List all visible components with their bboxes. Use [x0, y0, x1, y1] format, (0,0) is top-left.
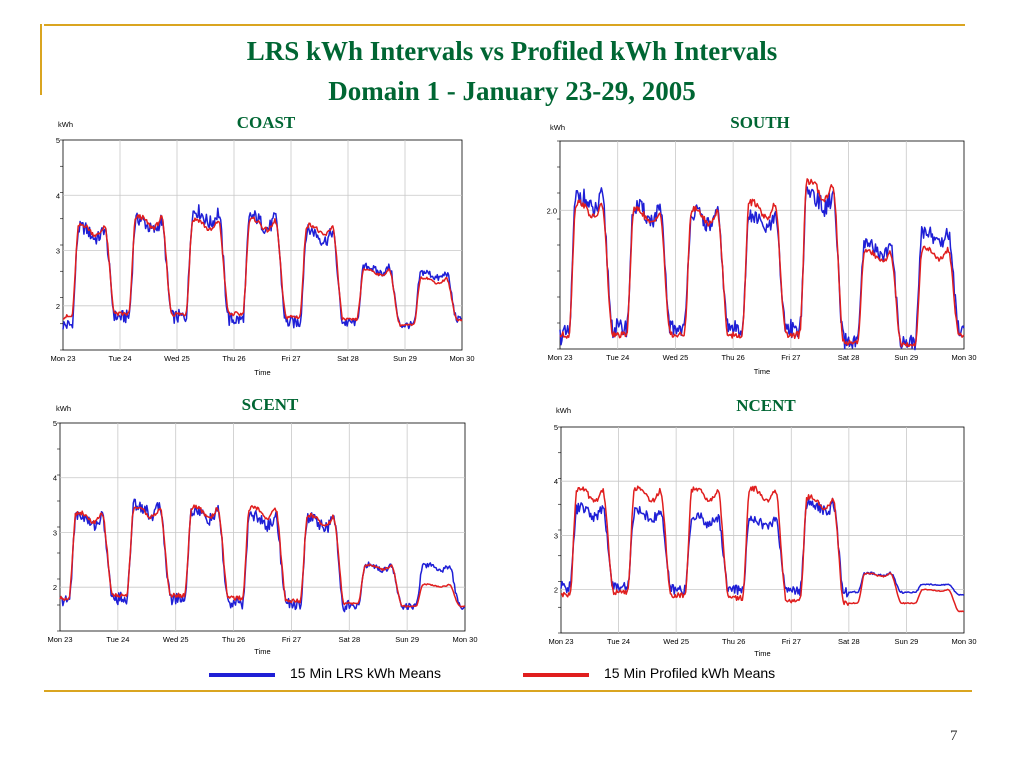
chart-south: Mon 23 Tue 24 Wed 25 Thu 26 Fri 27 Sat 28 Sun …: [547, 113, 977, 376]
chart-title: COAST: [237, 113, 296, 132]
y-tick-label: 2.0: [547, 206, 557, 215]
x-tick-label: Tue 24: [607, 637, 630, 646]
x-tick-label: Wed 25: [663, 353, 689, 362]
x-tick-label: Sun 29: [395, 635, 419, 644]
y-tick-label: 2: [554, 586, 558, 595]
x-axis-label: Time: [254, 647, 270, 656]
y-tick-label: 3: [554, 531, 558, 540]
chart-ncent: Mon 23 Tue 24 Wed 25 Thu 26 Fri 27 Sat 28 Sun …: [548, 396, 976, 658]
y-axis-label: kWh: [56, 404, 71, 413]
x-tick-label: Fri 27: [782, 637, 801, 646]
x-tick-label: Thu 26: [222, 354, 245, 363]
y-tick-label: 5: [554, 423, 558, 432]
x-tick-label: Thu 26: [721, 353, 744, 362]
plot-area: [559, 140, 965, 350]
x-tick-label: Wed 25: [663, 637, 689, 646]
x-tick-label: Fri 27: [282, 635, 301, 644]
x-axis-label: Time: [754, 367, 770, 376]
y-tick-label: 2: [56, 302, 60, 311]
y-tick-label: 5: [56, 136, 60, 145]
series-line-profiled: [59, 504, 466, 608]
y-tick-label: 5: [53, 419, 57, 428]
y-axis-label: kWh: [550, 123, 565, 132]
y-tick-label: 4: [554, 477, 558, 486]
frame-left-rule: [40, 24, 42, 95]
x-tick-label: Fri 27: [281, 354, 300, 363]
chart-coast: Mon 23 Tue 24 Wed 25 Thu 26 Fri 27 Sat 28 Sun …: [50, 113, 474, 377]
plot-area: [560, 426, 965, 634]
legend-profiled-swatch: [523, 673, 589, 677]
x-tick-label: Wed 25: [164, 354, 190, 363]
legend-lrs-label: 15 Min LRS kWh Means: [290, 665, 441, 681]
chart-scent: Mon 23 Tue 24 Wed 25 Thu 26 Fri 27 Sat 28 Sun …: [47, 395, 477, 656]
x-tick-label: Mon 30: [452, 635, 477, 644]
x-tick-label: Mon 23: [547, 353, 572, 362]
x-tick-label: Sun 29: [393, 354, 417, 363]
chart-title: NCENT: [736, 396, 796, 415]
slide-subtitle: Domain 1 - January 23-29, 2005: [328, 76, 696, 106]
x-tick-label: Mon 30: [449, 354, 474, 363]
x-tick-label: Sat 28: [337, 354, 359, 363]
chart-title: SOUTH: [730, 113, 790, 132]
x-tick-label: Thu 26: [722, 637, 745, 646]
x-tick-label: Mon 30: [951, 353, 976, 362]
x-tick-label: Tue 24: [106, 635, 129, 644]
x-axis-label: Time: [754, 649, 770, 658]
page-number: 7: [950, 728, 958, 744]
chart-title: SCENT: [242, 395, 299, 414]
series-line-profiled: [559, 178, 965, 348]
y-tick-label: 4: [56, 191, 60, 200]
x-tick-label: Tue 24: [108, 354, 131, 363]
x-tick-label: Sat 28: [838, 353, 860, 362]
x-tick-label: Thu 26: [222, 635, 245, 644]
slide-title: LRS kWh Intervals vs Profiled kWh Interv…: [246, 36, 778, 66]
x-tick-label: Mon 23: [50, 354, 75, 363]
y-tick-label: 2: [53, 583, 57, 592]
x-axis-label: Time: [254, 368, 270, 377]
x-tick-label: Mon 23: [548, 637, 573, 646]
x-tick-label: Mon 23: [47, 635, 72, 644]
series-line-profiled: [62, 214, 463, 327]
x-tick-label: Sat 28: [838, 637, 860, 646]
x-tick-label: Sun 29: [894, 353, 918, 362]
y-tick-label: 3: [56, 247, 60, 256]
x-tick-label: Wed 25: [163, 635, 189, 644]
y-tick-label: 4: [53, 474, 57, 483]
x-tick-label: Tue 24: [606, 353, 629, 362]
series-line-profiled: [560, 485, 965, 613]
y-axis-label: kWh: [556, 406, 571, 415]
x-tick-label: Sun 29: [895, 637, 919, 646]
frame-top-rule: [44, 24, 965, 26]
x-tick-label: Fri 27: [781, 353, 800, 362]
y-tick-label: 3: [53, 528, 57, 537]
frame-bottom-rule: [44, 690, 972, 692]
x-tick-label: Sat 28: [338, 635, 360, 644]
y-axis-label: kWh: [58, 120, 73, 129]
legend-lrs-swatch: [209, 673, 275, 677]
x-tick-label: Mon 30: [951, 637, 976, 646]
plot-area: [59, 422, 466, 632]
legend-profiled-label: 15 Min Profiled kWh Means: [604, 665, 776, 681]
